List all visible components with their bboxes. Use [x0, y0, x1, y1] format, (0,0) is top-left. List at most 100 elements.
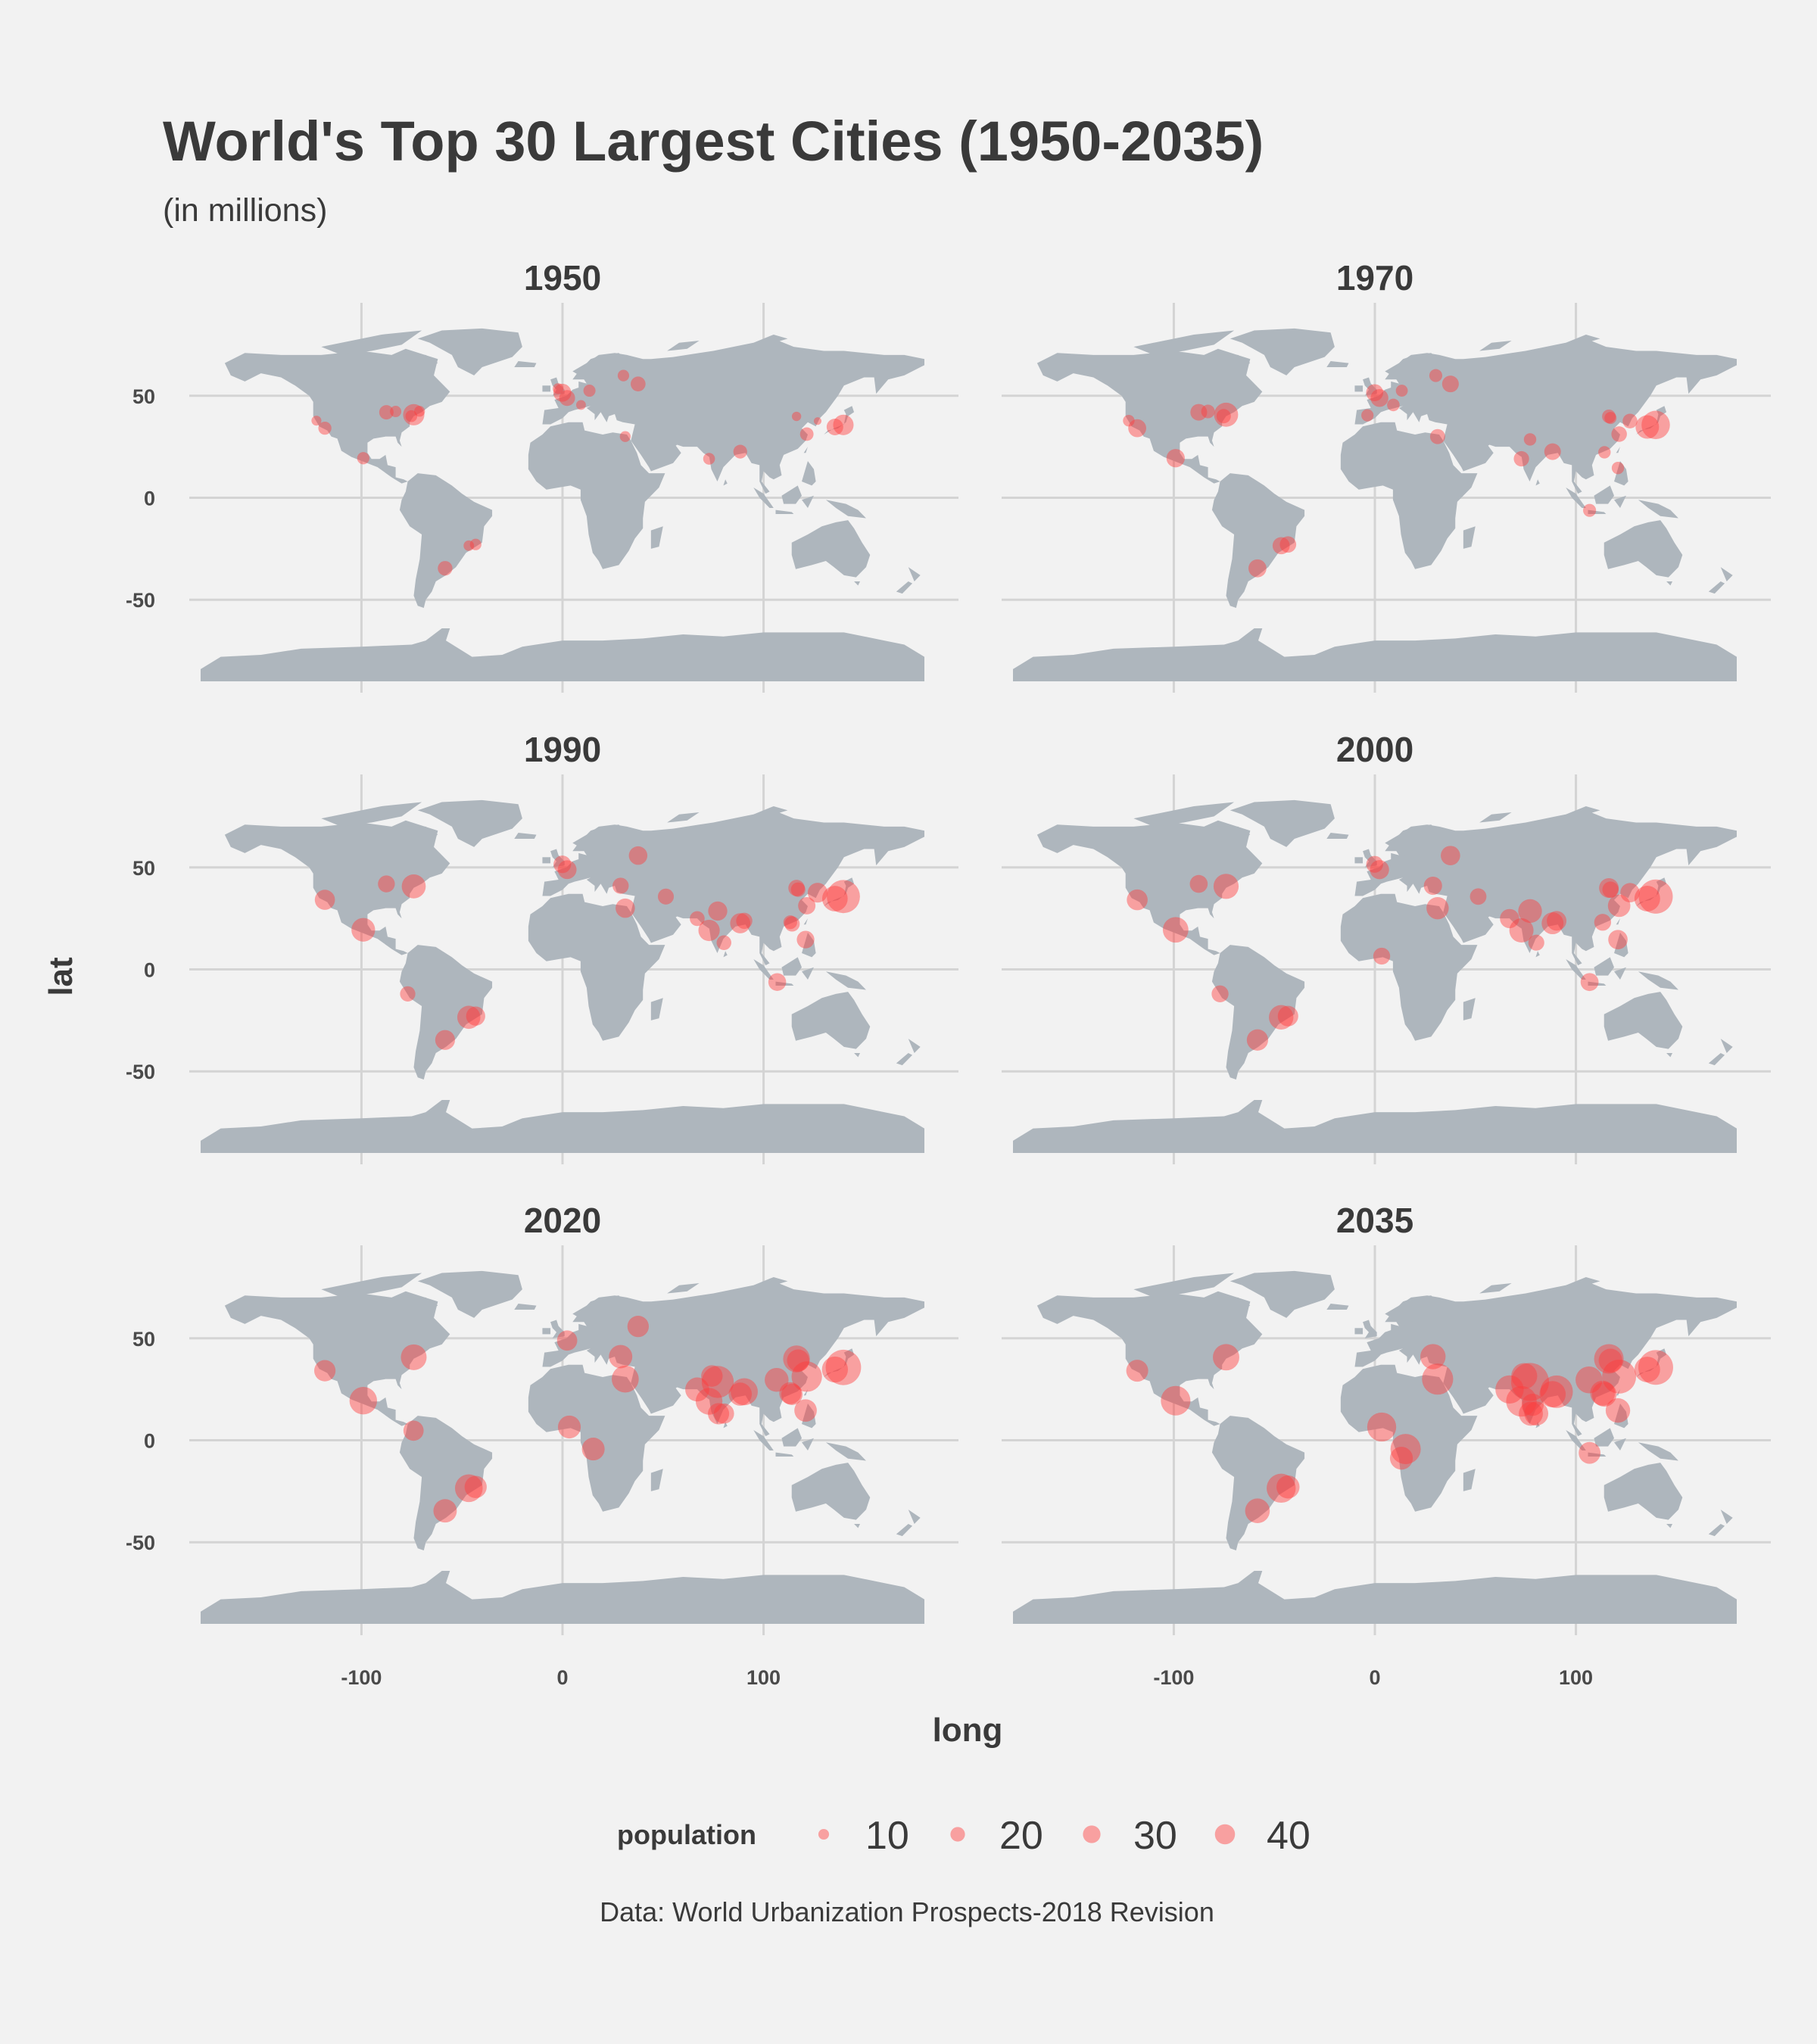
- city-point: [1248, 559, 1267, 578]
- city-point: [581, 1438, 605, 1461]
- city-point: [400, 986, 416, 1002]
- city-point: [765, 1367, 789, 1392]
- city-point: [617, 369, 630, 382]
- legend-value: 40: [1267, 1814, 1311, 1858]
- facet-panel-2020: 2020 -50 0 50 -100 0 100: [126, 1201, 958, 1689]
- legend-value: 10: [865, 1814, 909, 1858]
- city-point: [553, 383, 564, 394]
- facet-panels: 1950 -50 0 50 1970 1990 -50 0 50 2000 2020 -50 0 50 -1…: [126, 258, 1771, 1689]
- city-point: [1395, 385, 1408, 397]
- facet-panel-1950: 1950 -50 0 50: [126, 258, 958, 693]
- city-point: [768, 973, 787, 991]
- city-point: [414, 406, 425, 417]
- city-point: [731, 1378, 758, 1406]
- city-point: [690, 911, 705, 927]
- city-point: [611, 1365, 639, 1393]
- city-point: [1604, 412, 1617, 425]
- city-point: [1162, 917, 1189, 943]
- city-point: [351, 918, 376, 942]
- city-point: [1214, 402, 1239, 427]
- city-point: [357, 452, 369, 465]
- city-point: [454, 1474, 483, 1503]
- city-point: [553, 383, 572, 402]
- city-point: [1211, 985, 1229, 1002]
- city-point: [400, 1344, 427, 1370]
- city-point: [1189, 874, 1208, 893]
- city-point: [612, 877, 629, 894]
- x-tick-label: 0: [556, 1666, 568, 1689]
- city-point: [1591, 1382, 1617, 1407]
- city-point: [791, 1361, 822, 1392]
- city-point: [1161, 1385, 1191, 1416]
- city-point: [379, 405, 394, 420]
- city-point: [1166, 449, 1185, 468]
- city-point: [728, 1382, 753, 1406]
- city-point: [1622, 413, 1638, 428]
- city-point: [1519, 1401, 1543, 1426]
- legend-key: [1214, 1824, 1236, 1845]
- city-point: [713, 1403, 734, 1424]
- city-point: [826, 419, 843, 435]
- city-point: [657, 888, 675, 905]
- city-point: [1594, 1344, 1624, 1374]
- x-tick-label: 0: [1369, 1666, 1380, 1689]
- city-point: [1541, 912, 1564, 935]
- city-point: [466, 1006, 485, 1026]
- city-point: [1469, 888, 1487, 905]
- x-tick-label: 100: [746, 1666, 781, 1689]
- city-point: [783, 1345, 810, 1373]
- city-point: [1506, 1385, 1537, 1417]
- city-point: [821, 1356, 849, 1383]
- city-point: [730, 913, 751, 933]
- city-point: [627, 1316, 649, 1338]
- city-point: [807, 883, 828, 903]
- size-legend: population 10 20 30 40: [617, 1814, 1311, 1858]
- city-point: [628, 846, 648, 865]
- city-point: [1602, 1359, 1637, 1394]
- city-point: [1370, 388, 1388, 407]
- legend-key: [950, 1827, 965, 1842]
- legend-value: 20: [999, 1814, 1043, 1858]
- city-point: [433, 1499, 457, 1523]
- city-point: [796, 930, 815, 949]
- city-point: [1272, 537, 1290, 555]
- city-point: [401, 874, 426, 899]
- chart-title: World's Top 30 Largest Cities (1950-2035…: [163, 110, 1264, 173]
- y-tick-label: 50: [132, 385, 155, 408]
- city-point: [1598, 1348, 1622, 1373]
- city-point: [1389, 1447, 1413, 1470]
- city-point: [318, 421, 332, 435]
- city-point: [390, 406, 402, 418]
- city-point: [457, 1005, 481, 1030]
- city-point: [1213, 1344, 1239, 1371]
- city-point: [1213, 874, 1239, 899]
- x-tick-label: -100: [1153, 1666, 1194, 1689]
- city-point: [1373, 947, 1391, 965]
- city-point: [557, 1415, 581, 1439]
- city-point: [813, 417, 822, 425]
- city-point: [314, 890, 335, 910]
- city-point: [1509, 918, 1534, 943]
- city-point: [1127, 889, 1148, 911]
- facet-label: 2020: [524, 1201, 601, 1240]
- city-point: [1575, 1366, 1603, 1394]
- city-point: [311, 416, 322, 426]
- city-point: [794, 1399, 817, 1422]
- city-point: [619, 431, 631, 442]
- city-point: [708, 1403, 730, 1425]
- facet-panel-2000: 2000: [1002, 730, 1771, 1164]
- city-point: [1608, 930, 1628, 949]
- city-point: [435, 1030, 456, 1050]
- legend-title: population: [617, 1819, 756, 1850]
- city-point: [779, 1382, 802, 1404]
- city-point: [790, 882, 806, 897]
- facet-panel-1990: 1990 -50 0 50: [126, 730, 958, 1164]
- city-point: [698, 919, 720, 942]
- legend-key: [818, 1828, 830, 1840]
- city-point: [1361, 409, 1374, 422]
- facet-label: 1990: [524, 730, 601, 769]
- city-point: [1190, 404, 1208, 421]
- city-point: [827, 880, 860, 914]
- city-point: [469, 538, 482, 550]
